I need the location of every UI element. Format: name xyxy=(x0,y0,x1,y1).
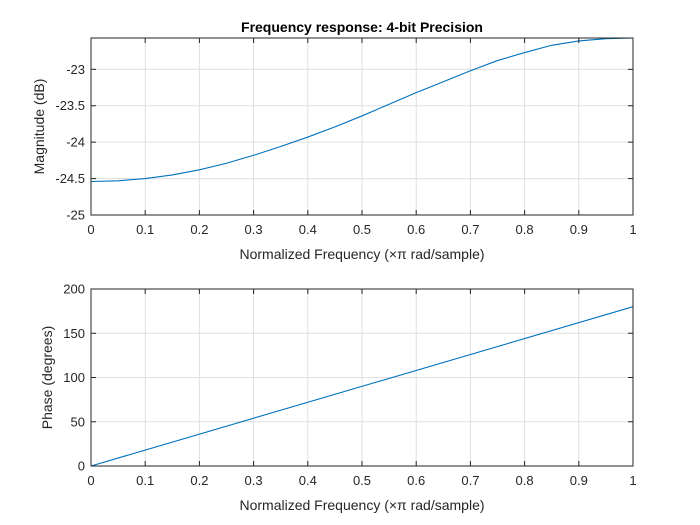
magnitude-y-axis-label: Magnitude (dB) xyxy=(31,79,47,175)
phase-x-tick-label-5: 0.5 xyxy=(353,473,371,488)
magnitude-x-tick-label-5: 0.5 xyxy=(353,222,371,237)
phase-x-axis-label: Normalized Frequency (×π rad/sample) xyxy=(239,497,484,513)
magnitude-y-tick-label-0: -25 xyxy=(66,208,85,223)
magnitude-series xyxy=(90,37,634,183)
phase-x-tick-label-1: 0.1 xyxy=(136,473,154,488)
magnitude-series-line-0 xyxy=(90,37,634,183)
magnitude-x-tick-label-1: 0.1 xyxy=(136,222,154,237)
phase-series xyxy=(90,306,634,467)
magnitude-x-axis-label: Normalized Frequency (×π rad/sample) xyxy=(239,246,484,262)
magnitude-plot: 0 0.1 0.2 0.3 0.4 0.5 0.6 0.7 0.8 0.9 1 -25 -24.5 -24… xyxy=(31,19,637,262)
magnitude-y-tick-label-3: -23.5 xyxy=(55,98,85,113)
magnitude-y-tick-label-2: -24 xyxy=(66,135,85,150)
magnitude-plot-title: Frequency response: 4-bit Precision xyxy=(241,19,483,35)
phase-x-tick-label-3: 0.3 xyxy=(245,473,263,488)
magnitude-x-tick-label-9: 0.9 xyxy=(570,222,588,237)
phase-x-tick-label-0: 0 xyxy=(87,473,94,488)
phase-series-line-0 xyxy=(90,306,634,467)
magnitude-y-tick-label-4: -23 xyxy=(66,62,85,77)
phase-x-tick-label-9: 0.9 xyxy=(570,473,588,488)
phase-x-tick-label-4: 0.4 xyxy=(299,473,317,488)
phase-y-tick-label-3: 150 xyxy=(63,326,85,341)
magnitude-ticks: 0 0.1 0.2 0.3 0.4 0.5 0.6 0.7 0.8 0.9 1 -25 -24.5 -24… xyxy=(55,38,637,237)
phase-plot: 0 0.1 0.2 0.3 0.4 0.5 0.6 0.7 0.8 0.9 1 0 50 100 150 20… xyxy=(39,282,637,514)
phase-y-tick-label-2: 100 xyxy=(63,370,85,385)
phase-ticks: 0 0.1 0.2 0.3 0.4 0.5 0.6 0.7 0.8 0.9 1 0 50 100 150 20… xyxy=(63,282,636,489)
phase-x-tick-label-7: 0.7 xyxy=(461,473,479,488)
magnitude-x-tick-label-10: 1 xyxy=(629,222,636,237)
phase-x-tick-label-6: 0.6 xyxy=(407,473,425,488)
phase-y-tick-label-1: 50 xyxy=(71,414,85,429)
magnitude-x-tick-label-4: 0.4 xyxy=(299,222,317,237)
magnitude-x-tick-label-8: 0.8 xyxy=(516,222,534,237)
phase-x-tick-label-2: 0.2 xyxy=(190,473,208,488)
magnitude-x-tick-label-2: 0.2 xyxy=(190,222,208,237)
magnitude-x-tick-label-7: 0.7 xyxy=(461,222,479,237)
magnitude-x-tick-label-3: 0.3 xyxy=(245,222,263,237)
phase-y-axis-label: Phase (degrees) xyxy=(39,326,55,430)
phase-y-tick-label-0: 0 xyxy=(78,459,85,474)
magnitude-x-tick-label-0: 0 xyxy=(87,222,94,237)
magnitude-x-tick-label-6: 0.6 xyxy=(407,222,425,237)
magnitude-y-tick-label-1: -24.5 xyxy=(55,171,85,186)
phase-x-tick-label-10: 1 xyxy=(629,473,636,488)
phase-y-tick-label-4: 200 xyxy=(63,282,85,297)
phase-x-tick-label-8: 0.8 xyxy=(516,473,534,488)
